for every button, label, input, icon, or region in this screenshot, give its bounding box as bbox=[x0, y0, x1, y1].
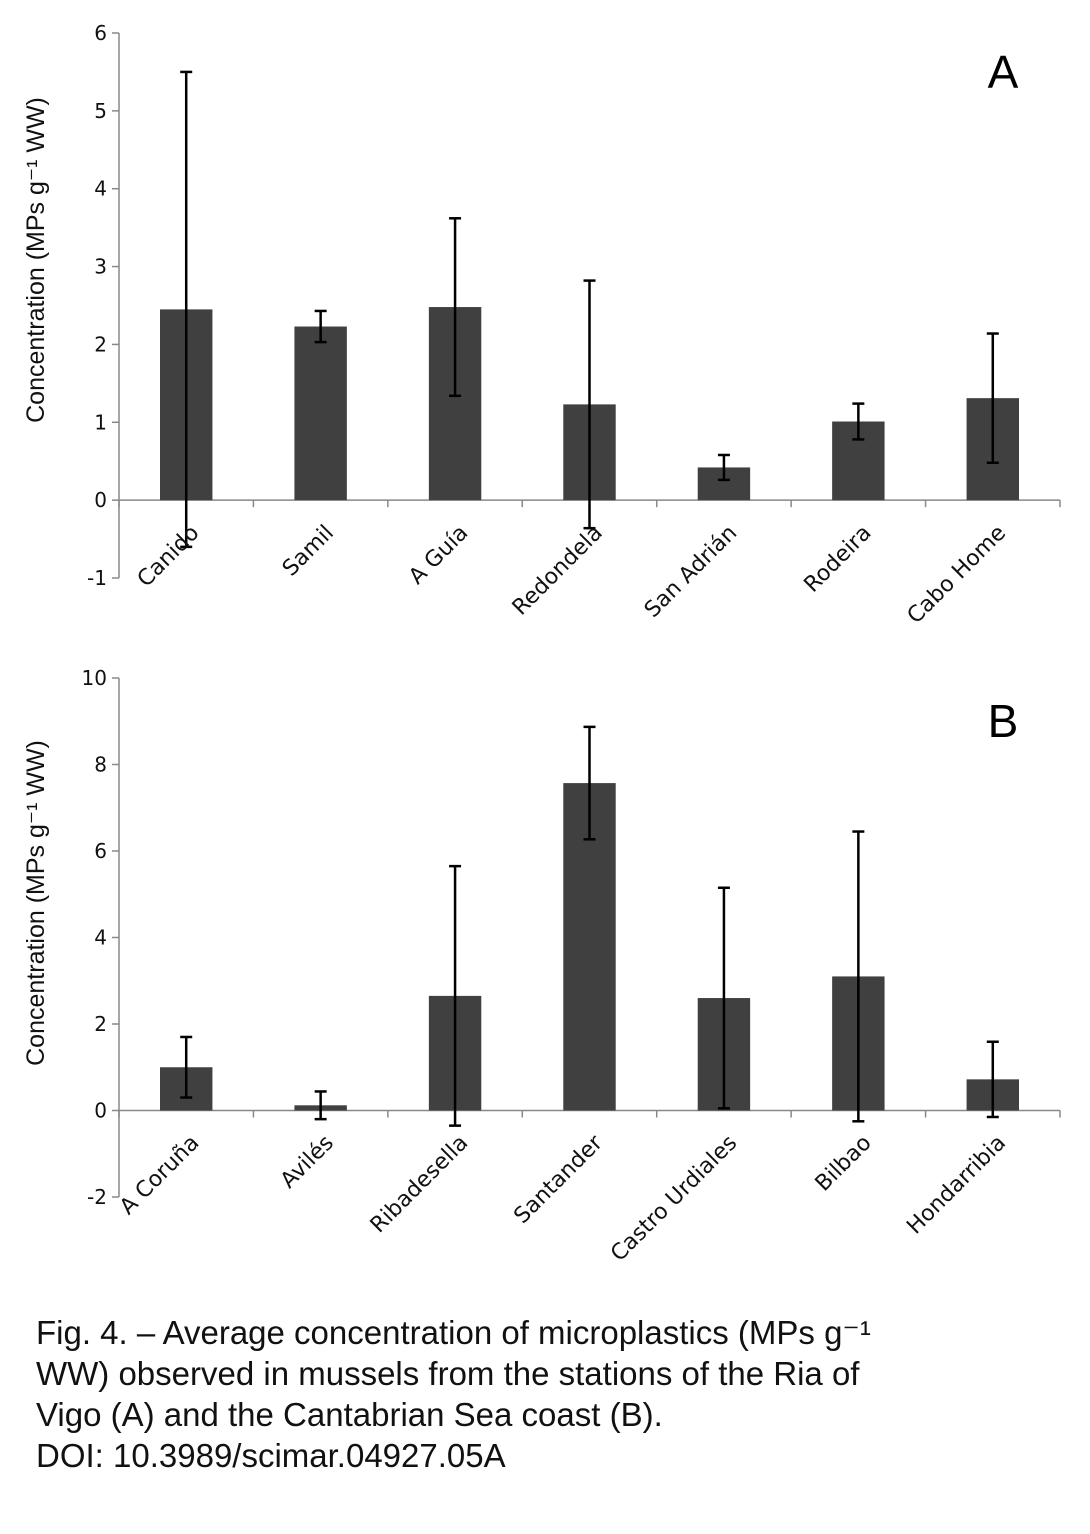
panel-b-category-label: Ribadesella bbox=[366, 1131, 474, 1239]
panel-a-chart: -1 0 1 2 3 4 5 6 Canido Samil A Guía Redondela San A… bbox=[22, 21, 1061, 629]
panel-a-bar bbox=[294, 326, 347, 501]
panel-b-category-label: Bilbao bbox=[811, 1131, 877, 1197]
panel-b-category-label: Santander bbox=[509, 1130, 608, 1229]
panel-b-y-tick-label: 4 bbox=[94, 926, 107, 950]
panel-b-y-tick-label: -2 bbox=[87, 1185, 107, 1209]
caption-line-3: Vigo (A) and the Cantabrian Sea coast (B… bbox=[36, 1396, 663, 1433]
panel-b-category-label: Hondarribia bbox=[902, 1131, 1011, 1240]
panel-b-chart: -2 0 2 4 6 8 10 A Coruña Avilés Ribadesella Santan… bbox=[22, 666, 1061, 1267]
panel-a-y-tick-label: 4 bbox=[94, 177, 107, 201]
panel-a-y-tick-label: 3 bbox=[94, 255, 107, 279]
figure: -1 0 1 2 3 4 5 6 Canido Samil A Guía Redondela San A… bbox=[22, 21, 1061, 1267]
panel-a-category-label: A Guía bbox=[404, 521, 473, 590]
panel-a-y-tick-label: -1 bbox=[87, 566, 107, 590]
caption-line-1: Fig. 4. – Average concentration of micro… bbox=[36, 1314, 871, 1351]
panel-b-y-axis-title: Concentration (MPs g⁻¹ WW) bbox=[22, 740, 50, 1066]
panel-b-y-tick-label: 8 bbox=[94, 753, 107, 777]
panel-a-category-label: Canido bbox=[133, 521, 205, 593]
panel-a-category-label: San Adrián bbox=[640, 521, 742, 623]
panel-b-panel-label: B bbox=[988, 695, 1019, 747]
panel-a-y-tick-label: 0 bbox=[94, 488, 107, 512]
caption-line-2: WW) observed in mussels from the station… bbox=[36, 1355, 860, 1392]
caption-line-4: DOI: 10.3989/scimar.04927.05A bbox=[36, 1437, 506, 1474]
panel-a-y-tick-label: 5 bbox=[94, 99, 107, 123]
panel-b-y-tick-label: 6 bbox=[94, 839, 107, 863]
panel-b-y-tick-label: 2 bbox=[94, 1012, 107, 1036]
panel-b-category-label: Castro Urdiales bbox=[606, 1131, 742, 1267]
panel-a-category-label: Redondela bbox=[508, 521, 608, 621]
panel-a-category-label: Cabo Home bbox=[903, 521, 1011, 629]
panel-a-category-label: Rodeira bbox=[800, 521, 877, 598]
panel-a-y-tick-label: 1 bbox=[94, 410, 107, 434]
panel-b-y-tick-label: 0 bbox=[94, 1099, 107, 1123]
panel-a-y-tick-label: 2 bbox=[94, 332, 107, 356]
panel-b-category-label: Avilés bbox=[276, 1131, 339, 1194]
panel-a-category-label: Samil bbox=[278, 521, 339, 582]
panel-a-panel-label: A bbox=[988, 46, 1019, 98]
figure-caption: Fig. 4. – Average concentration of micro… bbox=[36, 1312, 1066, 1476]
panel-a-y-tick-label: 6 bbox=[94, 21, 107, 45]
panel-b-category-label: A Coruña bbox=[115, 1131, 204, 1220]
panel-b-y-tick-label: 10 bbox=[82, 666, 107, 690]
panel-a-y-axis-title: Concentration (MPs g⁻¹ WW) bbox=[22, 97, 50, 423]
